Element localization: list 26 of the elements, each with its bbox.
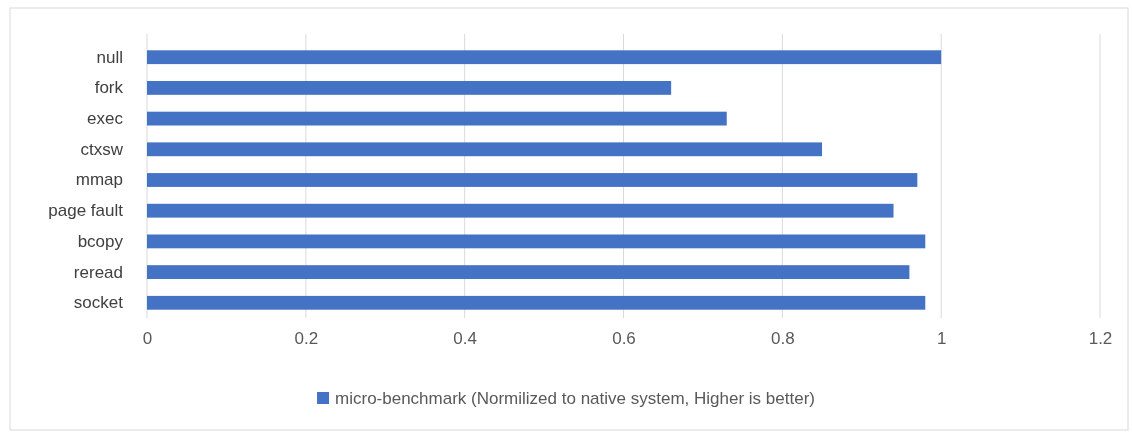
- bar: [147, 173, 918, 187]
- bar: [147, 234, 926, 249]
- x-tick-label: 0.2: [294, 329, 319, 349]
- legend-label: micro-benchmark (Normilized to native system, Higher is better): [335, 389, 815, 408]
- y-tick-label: fork: [94, 78, 124, 98]
- y-tick-label: page fault: [48, 201, 124, 221]
- bar: [147, 111, 727, 126]
- x-tick-label: 1.2: [1088, 329, 1113, 349]
- y-tick-label: socket: [73, 293, 124, 313]
- bar: [147, 142, 823, 157]
- x-tick-label: 0.6: [612, 329, 636, 349]
- bar: [147, 295, 926, 310]
- bar: [147, 80, 672, 95]
- y-tick-label: mmap: [75, 170, 123, 190]
- x-tick-label: 0.8: [771, 329, 795, 349]
- x-tick-label: 1: [936, 329, 947, 349]
- bar: [147, 203, 894, 218]
- y-tick-label: exec: [87, 109, 124, 129]
- bar: [147, 50, 942, 65]
- y-tick-label: ctxsw: [80, 139, 124, 159]
- y-tick-label: null: [96, 47, 123, 67]
- x-tick-label: 0.4: [453, 329, 477, 349]
- y-tick-label: bcopy: [77, 231, 124, 251]
- x-tick-label: 0: [142, 329, 153, 349]
- bar: [147, 265, 910, 280]
- y-tick-label: reread: [73, 262, 123, 282]
